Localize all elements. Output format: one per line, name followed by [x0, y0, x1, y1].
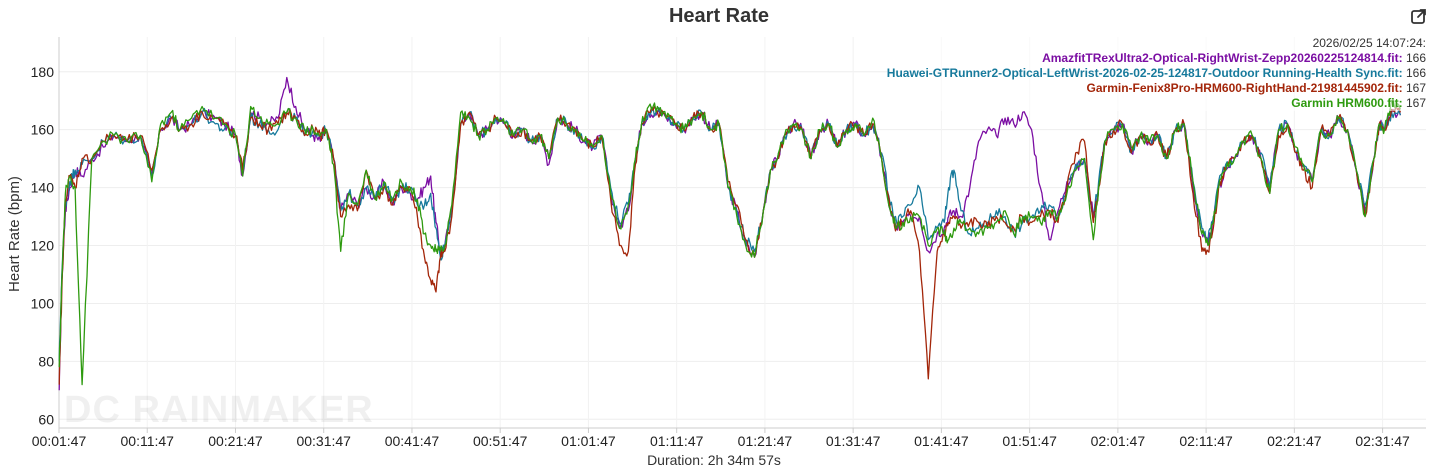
x-tick-label: 00:11:47	[121, 433, 175, 449]
y-tick-label: 80	[38, 353, 54, 369]
tooltip-series-name: Garmin HRM600.fit:	[1291, 96, 1403, 110]
x-tick-label: 02:11:47	[1179, 433, 1233, 449]
tooltip-series-name: AmazfitTRexUltra2-Optical-RightWrist-Zep…	[1042, 51, 1403, 65]
export-icon[interactable]	[1410, 7, 1428, 25]
x-axis-ticks: 00:01:47 00:11:47 00:21:47 00:31:47 00:41:47…	[32, 428, 1410, 449]
x-axis-title: Duration: 2h 34m 57s	[647, 452, 781, 468]
y-tick-label: 140	[31, 180, 55, 196]
y-tick-label: 180	[31, 64, 55, 80]
x-tick-label: 02:31:47	[1355, 433, 1410, 449]
tooltip-series-value: 167	[1402, 96, 1426, 110]
watermark-logo: DC RAINMAKER	[64, 389, 374, 431]
tooltip-series-name: Huawei-GTRunner2-Optical-LeftWrist-2026-…	[886, 66, 1403, 80]
x-tick-label: 00:21:47	[208, 433, 263, 449]
x-tick-label: 00:51:47	[473, 433, 528, 449]
x-tick-label: 02:21:47	[1267, 433, 1322, 449]
y-tick-label: 60	[38, 411, 54, 427]
x-tick-label: 01:11:47	[650, 433, 704, 449]
tooltip-timestamp: 2026/02/25 14:07:24:	[1312, 36, 1426, 50]
x-tick-label: 00:41:47	[385, 433, 440, 449]
x-tick-label: 01:51:47	[1002, 433, 1057, 449]
tooltip-row: Huawei-GTRunner2-Optical-LeftWrist-2026-…	[887, 66, 1426, 81]
tooltip-series-value: 166	[1402, 66, 1426, 80]
x-tick-label: 00:01:47	[32, 433, 87, 449]
y-axis-ticks: 60 80 100 120 140 160 180	[31, 64, 55, 428]
y-tick-label: 160	[31, 122, 55, 138]
tooltip-rows: AmazfitTRexUltra2-Optical-RightWrist-Zep…	[887, 51, 1426, 111]
tooltip-series-value: 167	[1402, 81, 1426, 95]
x-tick-label: 01:01:47	[561, 433, 616, 449]
tooltip-row: AmazfitTRexUltra2-Optical-RightWrist-Zep…	[887, 51, 1426, 66]
x-tick-label: 00:31:47	[296, 433, 351, 449]
x-tick-label: 02:01:47	[1091, 433, 1146, 449]
y-tick-label: 100	[31, 295, 55, 311]
series-line-3[interactable]	[58, 105, 1402, 385]
tooltip-series-name: Garmin-Fenix8Pro-HRM600-RightHand-219814…	[1086, 81, 1403, 95]
y-axis-title: Heart Rate (bpm)	[6, 176, 23, 292]
x-tick-label: 01:21:47	[738, 433, 793, 449]
series-line-4[interactable]	[58, 98, 1402, 386]
tooltip-series-value: 166	[1402, 51, 1426, 65]
x-tick-label: 01:31:47	[826, 433, 881, 449]
chart-title: Heart Rate	[668, 5, 770, 27]
hover-tooltip: 2026/02/25 14:07:24: AmazfitTRexUltra2-O…	[886, 36, 1426, 111]
x-tick-label: 01:41:47	[914, 433, 969, 449]
tooltip-row: Garmin HRM600.fit: 167	[887, 96, 1426, 111]
y-tick-label: 120	[31, 238, 55, 254]
tooltip-row: Garmin-Fenix8Pro-HRM600-RightHand-219814…	[887, 81, 1426, 96]
series-lines	[58, 76, 1402, 391]
